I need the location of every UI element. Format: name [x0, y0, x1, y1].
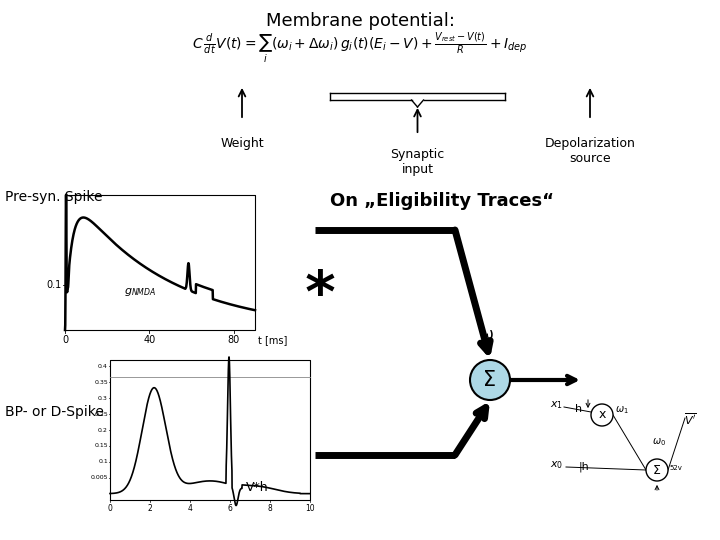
Text: h: h [575, 404, 582, 414]
Text: $x_0$: $x_0$ [550, 459, 564, 471]
Text: 4: 4 [188, 504, 192, 513]
Circle shape [470, 360, 510, 400]
Text: $\Sigma$: $\Sigma$ [652, 463, 662, 476]
Text: Depolarization
source: Depolarization source [544, 137, 636, 165]
Circle shape [646, 459, 668, 481]
Text: |h: |h [579, 462, 590, 472]
Text: $g_{NMDA}$: $g_{NMDA}$ [124, 286, 156, 298]
Text: $x_1$: $x_1$ [551, 399, 564, 411]
Text: 0.25: 0.25 [94, 411, 108, 416]
Text: *: * [302, 267, 338, 323]
Text: 0.1: 0.1 [47, 280, 62, 290]
Text: $\overline{V^\prime}$: $\overline{V^\prime}$ [683, 413, 696, 428]
Text: 0: 0 [62, 335, 68, 345]
Text: t [ms]: t [ms] [258, 335, 287, 345]
Text: 0.3: 0.3 [98, 396, 108, 401]
Circle shape [591, 404, 613, 426]
Text: 80: 80 [228, 335, 240, 345]
Text: BP- or D-Spike: BP- or D-Spike [5, 405, 104, 419]
Text: ω: ω [481, 327, 493, 342]
Text: 40: 40 [143, 335, 156, 345]
Text: 0.35: 0.35 [94, 380, 108, 385]
Text: 2: 2 [148, 504, 153, 513]
Text: $\omega_0$: $\omega_0$ [652, 436, 666, 448]
Text: x: x [598, 408, 606, 422]
Text: 0.4: 0.4 [98, 364, 108, 369]
Text: 0.15: 0.15 [94, 443, 108, 448]
Text: Σ: Σ [483, 370, 497, 390]
Text: Synaptic
input: Synaptic input [390, 148, 445, 176]
Text: $\omega_1$: $\omega_1$ [615, 404, 629, 416]
Text: Membrane potential:: Membrane potential: [266, 12, 454, 30]
Text: 0: 0 [107, 504, 112, 513]
Text: Weight: Weight [220, 137, 264, 150]
Text: On „Eligibility Traces“: On „Eligibility Traces“ [330, 192, 554, 210]
Text: 0.005: 0.005 [91, 475, 108, 480]
Text: 52v: 52v [669, 465, 682, 471]
Text: $C\,\frac{d}{dt}V(t)=\sum_{i}(\omega_i+\Delta\omega_i)\,g_i(t)(E_i-V)+\frac{V_{r: $C\,\frac{d}{dt}V(t)=\sum_{i}(\omega_i+\… [192, 30, 528, 65]
Text: Pre-syn. Spike: Pre-syn. Spike [5, 190, 102, 204]
Text: 8: 8 [268, 504, 272, 513]
Text: 6: 6 [228, 504, 233, 513]
Text: 10: 10 [305, 504, 315, 513]
Text: 0.1: 0.1 [98, 460, 108, 464]
Text: V*h: V*h [246, 481, 269, 494]
Text: 0.2: 0.2 [98, 428, 108, 433]
